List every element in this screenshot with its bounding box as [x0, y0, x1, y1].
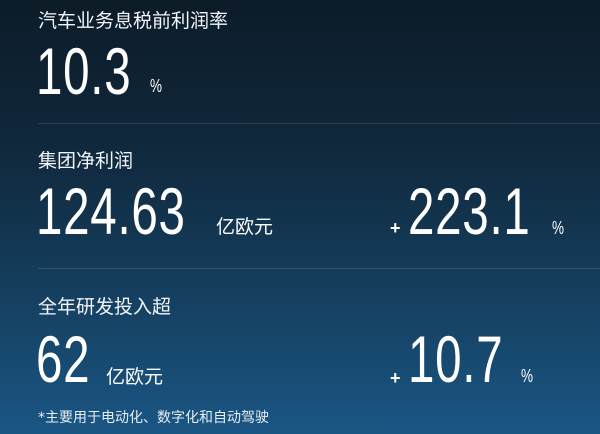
change-value: 223.1	[408, 174, 531, 248]
change-unit: %	[521, 366, 534, 386]
metric-title: 集团净利润	[38, 150, 134, 172]
change-sign: +	[390, 218, 401, 238]
metric-unit: 亿欧元	[216, 216, 274, 238]
metric-value: 124.63	[36, 174, 186, 248]
metric-title: 汽车业务息税前利润率	[38, 10, 229, 32]
change-sign: +	[390, 368, 401, 388]
metric-title: 全年研发投入超	[38, 296, 172, 318]
footnote: *主要用于电动化、数字化和自动驾驶	[38, 410, 269, 426]
divider	[38, 123, 600, 124]
metric-value: 10.3	[36, 34, 132, 108]
change-unit: %	[552, 218, 565, 238]
metric-value: 62	[36, 322, 91, 396]
divider	[38, 268, 600, 269]
metric-unit: 亿欧元	[106, 366, 164, 388]
metric-unit: %	[150, 76, 163, 96]
change-value: 10.7	[408, 322, 504, 396]
